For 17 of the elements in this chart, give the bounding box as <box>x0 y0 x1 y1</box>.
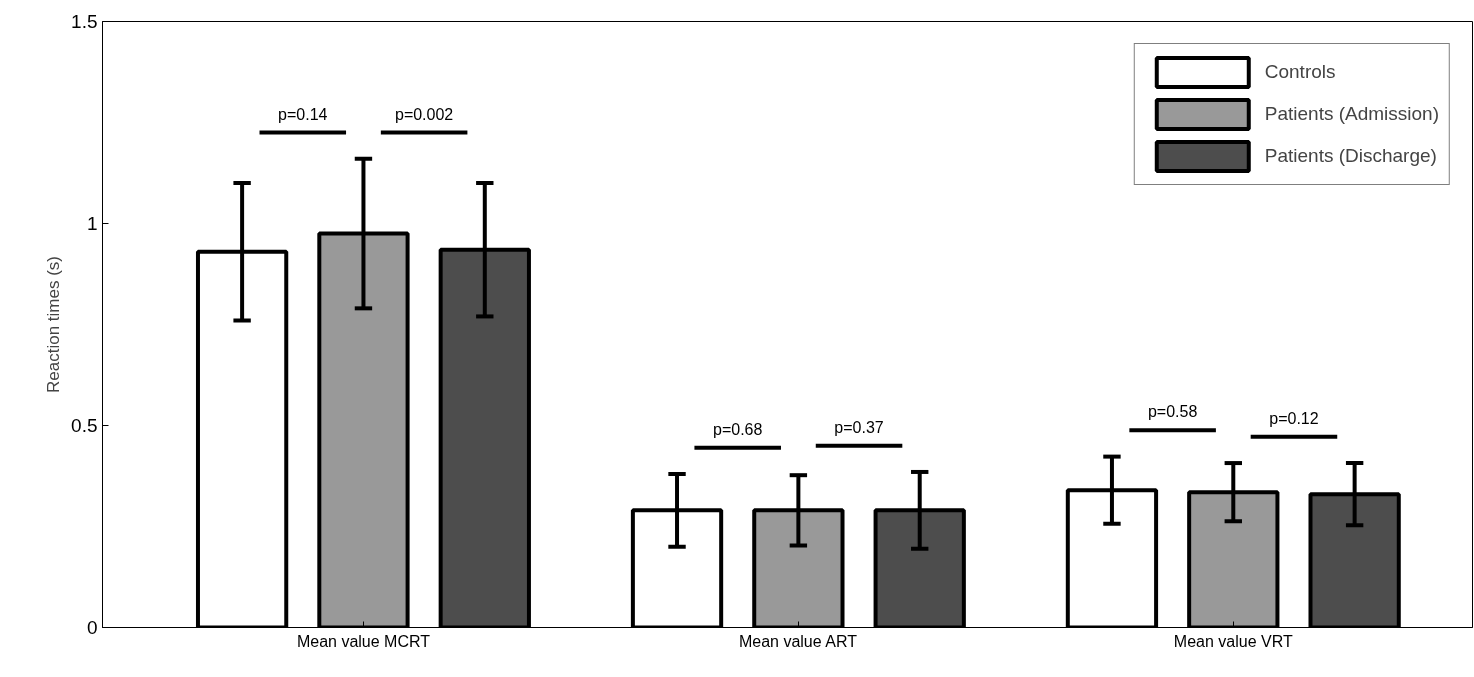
legend-label: Controls <box>1264 61 1336 83</box>
annotation: p=0.12 <box>1269 409 1319 427</box>
y-tick-label: 1.5 <box>71 11 98 32</box>
annotation: p=0.14 <box>278 105 328 123</box>
annotation: p=0.37 <box>834 418 884 436</box>
x-tick-label: Mean value VRT <box>1173 632 1293 650</box>
x-tick-label: Mean value MCRT <box>296 632 431 650</box>
y-tick-label: 0 <box>86 617 98 638</box>
legend-label: Patients (Admission) <box>1264 103 1439 125</box>
annotation: p=0.002 <box>394 105 454 123</box>
annotation: p=0.68 <box>713 420 763 438</box>
y-tick-label: 1 <box>86 213 98 234</box>
y-tick-label: 0.5 <box>71 415 98 436</box>
x-tick-label: Mean value ART <box>738 632 858 650</box>
annotation: p=0.58 <box>1147 403 1198 421</box>
legend-label: Patients (Discharge) <box>1264 145 1437 167</box>
y-axis-title: Reaction times (s) <box>44 256 64 393</box>
